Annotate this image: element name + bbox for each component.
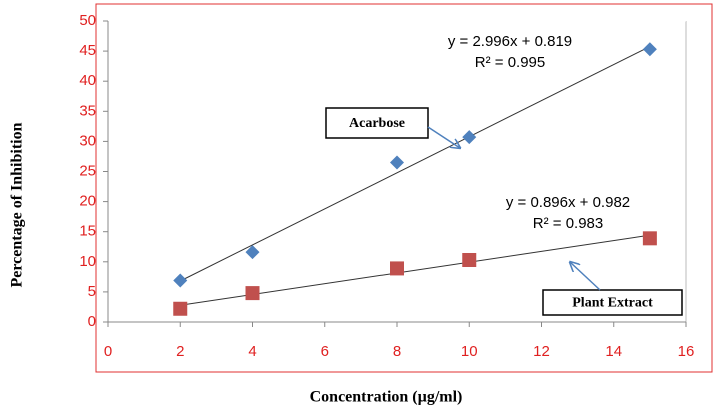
point [642, 231, 657, 246]
x-tick-label: 8 [393, 343, 401, 360]
point [245, 245, 260, 260]
x-tick-label: 2 [176, 343, 184, 360]
x-tick-label: 6 [321, 343, 329, 360]
chart-frame [95, 3, 713, 373]
y-tick-label: 30 [79, 132, 96, 149]
point [173, 273, 188, 288]
callout-box [325, 107, 429, 139]
y-tick-label: 15 [79, 223, 96, 240]
trendline-r2: R² = 0.983 [533, 215, 603, 232]
x-tick-label: 12 [533, 343, 550, 360]
x-tick-label: 10 [461, 343, 478, 360]
series-label: Plant Extract [572, 296, 653, 311]
y-tick-label: 5 [88, 283, 96, 300]
y-tick-label: 0 [88, 313, 96, 330]
trendline-equation: y = 0.896x + 0.982 [506, 194, 630, 211]
point [390, 155, 404, 170]
x-tick-label: 4 [248, 343, 256, 360]
callout-arrow [427, 126, 460, 148]
point [390, 261, 404, 276]
series-label: Acarbose [349, 116, 405, 131]
callout-box [542, 289, 683, 316]
point [642, 42, 657, 57]
x-axis-label: Concentration (µg/ml) [310, 389, 463, 406]
y-tick-label: 20 [79, 193, 96, 210]
point [245, 286, 260, 301]
callout-arrow [570, 262, 601, 291]
point [462, 252, 477, 267]
y-tick-label: 40 [79, 72, 96, 89]
y-tick-label: 35 [79, 102, 96, 119]
x-tick-label: 16 [678, 343, 695, 360]
y-tick-label: 45 [79, 42, 96, 59]
y-tick-label: 10 [79, 253, 96, 270]
trendline-r2: R² = 0.995 [475, 54, 545, 71]
point [462, 130, 477, 145]
x-tick-label: 14 [605, 343, 622, 360]
y-axis-label: Percentage of Inhibition [9, 122, 26, 287]
y-tick-label: 50 [79, 12, 96, 29]
trendline-equation: y = 2.996x + 0.819 [448, 33, 572, 50]
trendline [180, 46, 651, 282]
x-tick-label: 0 [104, 343, 112, 360]
point [173, 301, 188, 316]
y-tick-label: 25 [79, 162, 96, 179]
